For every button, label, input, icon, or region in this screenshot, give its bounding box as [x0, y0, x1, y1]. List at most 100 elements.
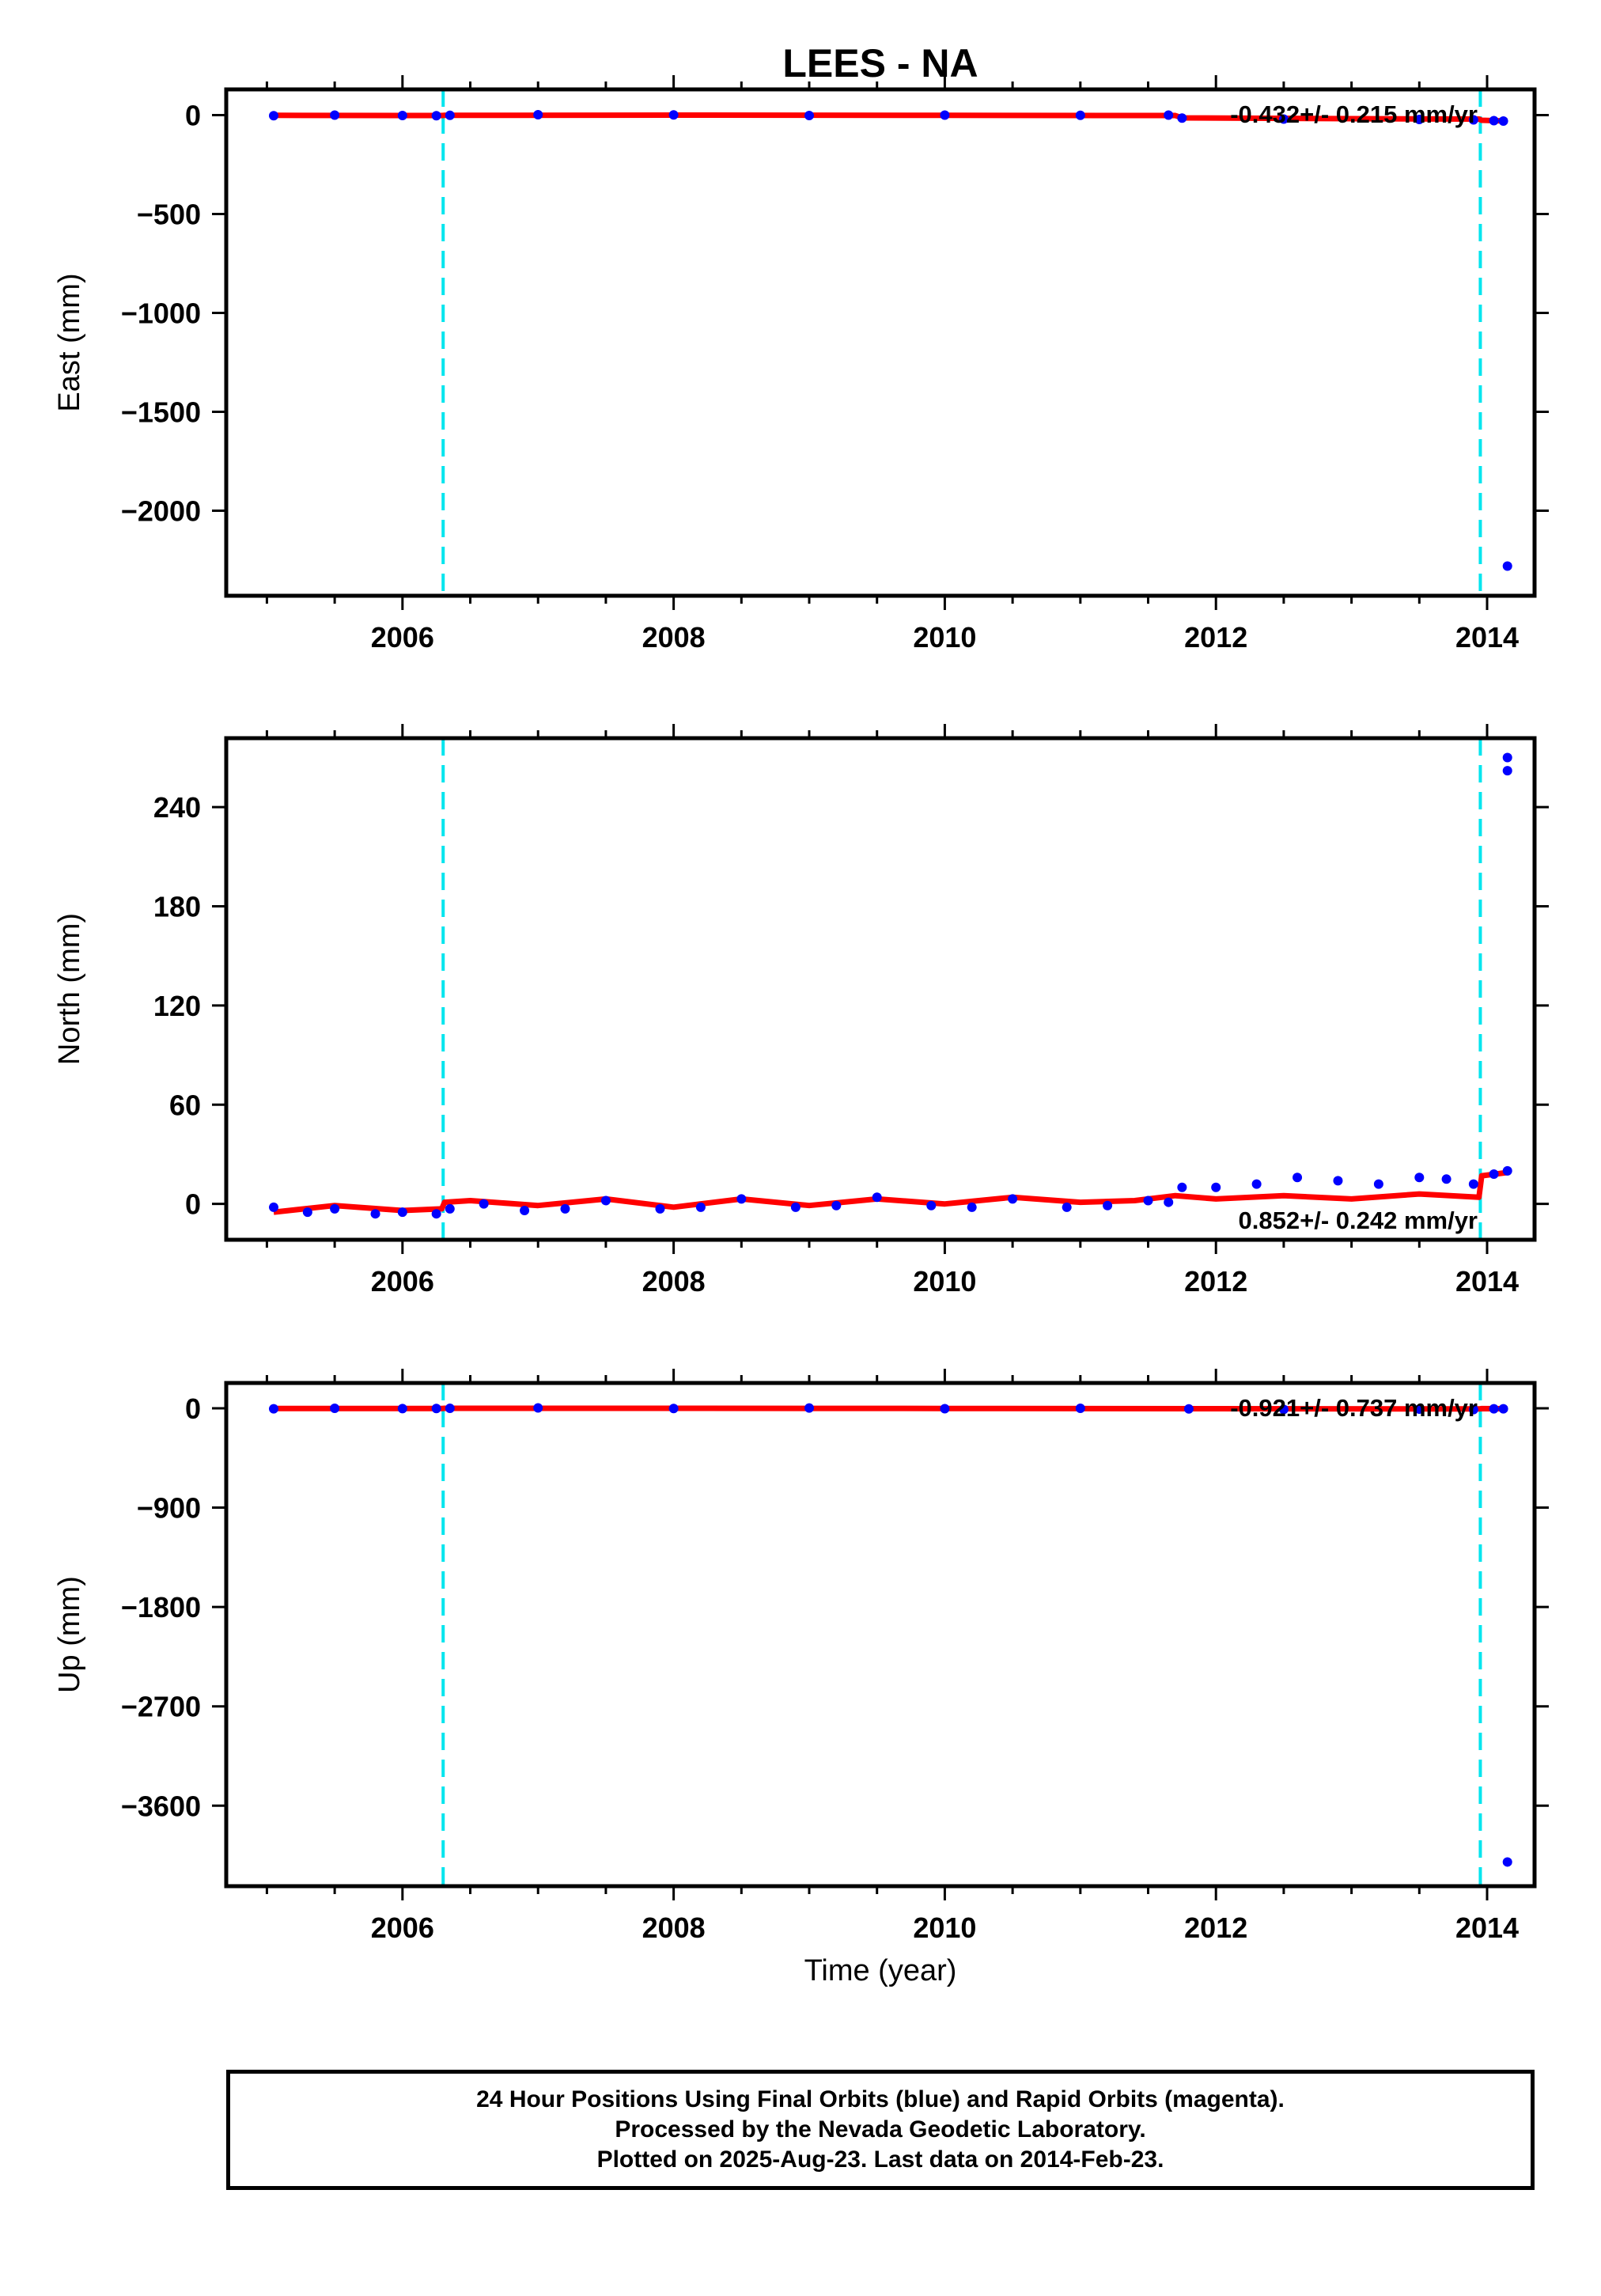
data-point [431, 111, 441, 121]
data-point [655, 1203, 665, 1214]
data-point [370, 1209, 380, 1219]
data-point [1333, 1176, 1343, 1186]
data-point [330, 1203, 340, 1214]
data-point [268, 1404, 278, 1414]
rate-annotation-north: 0.852+/- 0.242 mm/yr [1239, 1207, 1478, 1234]
chart-panels: 2006 2008 2010 2012 2014 0 −500 −1000 −1500 −2000… [53, 75, 1549, 1944]
data-point [268, 1202, 278, 1212]
y-tick-label: −1000 [121, 297, 201, 330]
data-point [560, 1203, 570, 1214]
data-point [1414, 1404, 1425, 1415]
time-series-chart: LEES - NA 2006 2008 2010 2012 2014 0 −500 −1000… [53, 41, 1549, 1987]
rate-annotation-east: -0.432+/- 0.215 mm/yr [1230, 100, 1478, 128]
data-point [940, 1404, 950, 1414]
data-point [804, 1403, 815, 1413]
data-point [736, 1194, 747, 1204]
y-tick-label: −2000 [121, 495, 201, 528]
x-tick-label: 2014 [1455, 1265, 1519, 1298]
y-tick-label: 240 [153, 791, 201, 824]
data-point [804, 111, 815, 120]
data-point [1143, 1195, 1153, 1206]
x-tick-label: 2006 [371, 1265, 434, 1298]
x-tick-label: 2012 [1184, 621, 1247, 654]
model-line-north [273, 1169, 1508, 1215]
data-point [1502, 1165, 1512, 1176]
data-point [600, 1195, 611, 1206]
data-point [397, 1404, 407, 1414]
data-point [1414, 115, 1425, 124]
panel-frame [224, 736, 1537, 1242]
data-point [1414, 1173, 1425, 1183]
x-tick-label: 2006 [371, 1911, 434, 1944]
y-tick-label: −900 [137, 1492, 201, 1525]
data-point [872, 1192, 882, 1203]
data-point [1502, 752, 1512, 763]
data-point [1468, 1404, 1478, 1415]
data-point [445, 1403, 455, 1413]
y-axis-label-up: Up (mm) [53, 1576, 86, 1693]
data-point [431, 1404, 441, 1414]
data-point [397, 1207, 407, 1218]
data-point [268, 111, 278, 121]
y-tick-label: 60 [169, 1089, 201, 1121]
y-tick-label: 0 [185, 1188, 201, 1221]
data-point [533, 1403, 543, 1413]
footer-line-1: 24 Hour Positions Using Final Orbits (bl… [476, 2086, 1285, 2112]
data-point [397, 111, 407, 120]
x-tick-label: 2014 [1455, 1911, 1519, 1944]
panel-north: 2006 2008 2010 2012 2014 0 60 120 180 240 North (m… [53, 724, 1549, 1298]
footer-line-2: Processed by the Nevada Geodetic Laborat… [615, 2116, 1146, 2143]
footer-box: 24 Hour Positions Using Final Orbits (bl… [226, 2070, 1535, 2190]
y-tick-label: −2700 [121, 1691, 201, 1723]
x-tick-label: 2010 [913, 621, 976, 654]
data-point [1177, 113, 1187, 123]
data-point [520, 1206, 530, 1216]
data-point [1502, 1857, 1512, 1867]
y-tick-label: 0 [185, 1392, 201, 1425]
data-point [940, 110, 950, 120]
panel-frame [224, 1381, 1537, 1889]
x-axis-label: Time (year) [804, 1954, 957, 1987]
data-point [1498, 116, 1508, 126]
data-point [1293, 1173, 1303, 1183]
data-point [1373, 1179, 1383, 1189]
x-tick-label: 2006 [371, 621, 434, 654]
data-point [831, 1200, 842, 1211]
data-point [1008, 1194, 1018, 1204]
data-point [479, 1199, 489, 1209]
data-point [1103, 1200, 1113, 1211]
data-point [926, 1200, 937, 1211]
data-point [445, 1203, 455, 1214]
data-point [1183, 1404, 1194, 1414]
y-tick-label: −3600 [121, 1790, 201, 1822]
data-point [1251, 1179, 1262, 1189]
data-point [330, 110, 340, 120]
data-point [668, 1404, 679, 1414]
footer-line-3: Plotted on 2025-Aug-23. Last data on 201… [596, 2146, 1164, 2173]
data-point [1498, 1404, 1508, 1414]
y-tick-label: −500 [137, 199, 201, 231]
data-point [668, 110, 679, 120]
y-tick-label: 120 [153, 990, 201, 1022]
y-axis-label-north: North (mm) [53, 913, 86, 1065]
panel-frame [224, 87, 1537, 598]
x-tick-label: 2008 [642, 621, 706, 654]
data-point [445, 110, 455, 120]
data-point [1062, 1202, 1072, 1212]
data-point [1177, 1182, 1187, 1192]
data-point [302, 1207, 312, 1218]
data-point [1502, 561, 1512, 571]
x-tick-label: 2008 [642, 1911, 706, 1944]
data-point [1468, 115, 1478, 125]
y-tick-label: −1500 [121, 396, 201, 429]
data-point [695, 1202, 706, 1212]
data-point [1489, 1169, 1499, 1180]
x-tick-label: 2010 [913, 1911, 976, 1944]
y-tick-label: −1800 [121, 1591, 201, 1623]
chart-title: LEES - NA [782, 41, 978, 85]
data-point [1075, 110, 1085, 120]
panel-east: 2006 2008 2010 2012 2014 0 −500 −1000 −1500 −2000… [53, 75, 1549, 654]
x-tick-label: 2010 [913, 1265, 976, 1298]
y-axis-label-east: East (mm) [53, 273, 86, 411]
data-point [1502, 766, 1512, 776]
